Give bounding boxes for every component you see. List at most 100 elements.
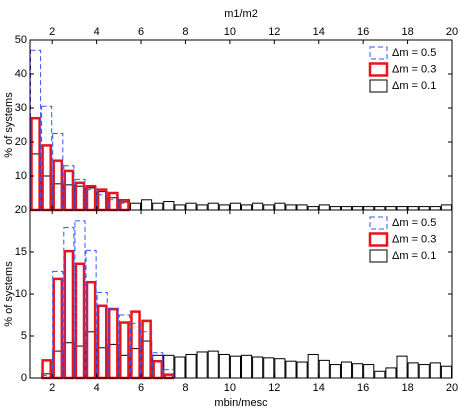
bar [363,364,375,379]
bar [74,262,86,380]
y-tick-label: 0 [21,372,27,384]
legend-swatch [369,79,388,93]
bar [196,351,208,379]
bar [318,359,330,379]
y-axis-label: % of systems [3,261,15,327]
bar [374,370,386,379]
x-tick-label: 10 [224,26,236,38]
bar [141,199,153,211]
x-tick-label: 6 [138,26,144,38]
legend-label: Δm = 0.1 [392,250,436,262]
x-tick-label: 8 [182,382,188,394]
bar [352,363,364,379]
bar [152,359,164,380]
bar [207,202,219,211]
bar [329,364,341,379]
x-axis-label: m1/m2 [224,8,258,20]
legend-label: Δm = 0.5 [392,217,436,229]
bar [96,188,108,212]
x-tick-label: 20 [446,382,458,394]
bar [407,362,419,379]
bar [241,204,253,211]
bar [52,277,64,380]
bar [163,373,175,380]
bar [163,201,175,211]
bar [418,206,430,211]
bar [307,206,319,211]
legend-label: Δm = 0.3 [392,233,436,245]
x-tick-label: 16 [357,382,369,394]
x-tick-label: 6 [138,382,144,394]
bar [285,360,297,379]
bar [241,354,253,379]
bar [396,355,408,379]
legend-label: Δm = 0.1 [392,80,436,92]
bar [429,206,441,211]
x-tick-label: 14 [313,26,325,38]
x-axis-label: mbin/mesc [214,397,268,409]
plot-frame [29,39,453,211]
y-axis-label: % of systems [3,92,15,158]
bar [174,204,186,211]
bar [407,206,419,211]
bar [74,181,86,212]
plot-frame [29,209,453,379]
bar [129,202,142,211]
bar [340,206,353,211]
bar [429,362,441,379]
bar [96,194,108,211]
bar [119,321,130,380]
legend-swatch [369,249,388,263]
bar [141,331,153,379]
bar [107,191,119,212]
bar [296,361,308,379]
x-tick-label: 2 [49,26,55,38]
x-tick-label: 16 [357,26,369,38]
x-tick-label: 18 [401,26,413,38]
legend-label: Δm = 0.3 [392,63,436,75]
x-tick-label: 18 [401,382,413,394]
x-tick-label: 10 [224,382,236,394]
x-tick-label: 14 [313,382,325,394]
bar [329,206,341,211]
y-tick-label: 50 [15,34,27,46]
bar [63,169,75,212]
x-tick-label: 2 [49,382,55,394]
bar [229,355,241,379]
bar [41,144,52,212]
bar [318,204,330,211]
y-tick-label: 10 [15,170,27,182]
bar [440,365,453,379]
bar [263,357,275,379]
bar [418,364,430,379]
bar [274,202,286,211]
y-tick-label: 30 [15,102,27,114]
bar [85,280,97,380]
bar [52,159,64,212]
bar [196,204,208,211]
bar [163,369,175,379]
bar [252,356,264,379]
bar [185,202,197,211]
bar [185,353,197,379]
bar [396,206,408,211]
bar [207,350,219,379]
bar [374,206,386,211]
bar [296,204,308,211]
y-tick-label: 10 [15,288,27,300]
bar [118,314,130,379]
bar [85,249,97,379]
legend-swatch [368,232,389,247]
bar [107,307,119,380]
legend-swatch [368,62,389,77]
x-tick-label: 12 [268,26,280,38]
y-tick-label: 20 [15,204,27,216]
bar [141,319,152,380]
bar [285,204,297,211]
bar [218,353,230,379]
y-tick-label: 5 [21,330,27,342]
legend-swatch [369,46,388,60]
bar [274,358,286,379]
bar [130,310,141,380]
